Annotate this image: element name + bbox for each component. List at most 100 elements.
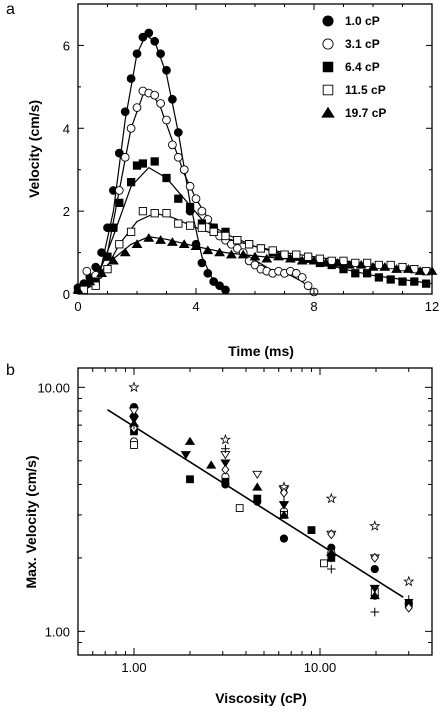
data-point xyxy=(315,254,325,263)
data-point xyxy=(173,128,183,137)
data-point xyxy=(115,240,124,249)
data-point xyxy=(114,186,124,195)
data-point xyxy=(351,258,360,268)
data-point xyxy=(206,460,217,469)
panel-b-data-points xyxy=(128,381,415,617)
data-point xyxy=(303,252,313,261)
y-tick-label: 1.00 xyxy=(45,624,70,639)
legend-marker xyxy=(322,38,334,50)
data-point xyxy=(130,441,138,449)
data-point xyxy=(398,277,407,286)
data-point xyxy=(109,223,118,232)
data-point xyxy=(119,247,131,257)
data-point xyxy=(96,268,108,277)
data-point xyxy=(209,277,219,286)
legend-marker xyxy=(322,15,334,27)
data-point xyxy=(339,256,348,265)
data-point xyxy=(252,470,263,480)
legend-marker xyxy=(321,106,335,118)
data-point xyxy=(174,219,183,228)
data-point xyxy=(268,246,277,255)
data-point xyxy=(126,74,136,83)
data-point xyxy=(162,209,171,218)
data-point xyxy=(126,123,136,133)
y-tick-label: 4 xyxy=(63,121,70,136)
data-point xyxy=(351,269,360,278)
data-point xyxy=(221,477,230,486)
x-tick-label: 1.00 xyxy=(121,660,146,675)
y-tick-label: 10.00 xyxy=(37,380,70,395)
data-point xyxy=(369,520,381,531)
panel-a-y-axis-title: Velocity (cm/s) xyxy=(26,100,42,198)
data-point xyxy=(115,198,124,207)
data-point xyxy=(296,255,308,265)
legend-label: 6.4 cP xyxy=(345,60,380,74)
data-point xyxy=(186,475,194,484)
data-point xyxy=(185,202,195,212)
data-point xyxy=(379,262,391,271)
data-point xyxy=(143,233,155,242)
data-point xyxy=(326,564,336,574)
data-point xyxy=(84,276,96,286)
data-point xyxy=(221,444,230,454)
data-point xyxy=(355,260,367,269)
panel-a-legend: 1.0 cP 3.1 cP 6.4 cP 11.5 cP 19.7 cP xyxy=(321,14,386,120)
data-point xyxy=(120,152,130,162)
legend-marker xyxy=(322,84,334,96)
data-point xyxy=(180,451,191,460)
data-point xyxy=(410,277,419,286)
data-point xyxy=(386,260,395,270)
data-point xyxy=(114,148,124,158)
legend-entry: 1.0 cP xyxy=(322,14,380,28)
data-point xyxy=(174,194,183,203)
data-point xyxy=(128,381,140,393)
data-point xyxy=(138,207,148,216)
data-point xyxy=(103,252,112,261)
panel-b-y-axis-title: Max. Velocity (cm/s) xyxy=(23,455,39,588)
data-point xyxy=(279,497,289,506)
x-tick-label: 12 xyxy=(425,299,439,314)
data-point xyxy=(107,255,119,265)
data-point xyxy=(278,510,290,519)
data-point xyxy=(370,607,380,617)
legend-label: 11.5 cP xyxy=(345,83,386,97)
data-point xyxy=(280,250,289,259)
data-point xyxy=(179,165,189,175)
data-point xyxy=(273,251,285,261)
panel-b-x-axis-title: Viscosity (cP) xyxy=(215,690,307,706)
panel-a-axes: 0 4 8 12 0 2 4 6 xyxy=(63,3,439,314)
data-point xyxy=(308,255,320,265)
legend-entry: 19.7 cP xyxy=(321,106,386,120)
data-point xyxy=(292,250,301,259)
data-point xyxy=(220,459,231,468)
data-point xyxy=(404,595,414,604)
data-point xyxy=(184,436,196,445)
data-point xyxy=(279,487,288,498)
data-point xyxy=(191,194,201,204)
data-point xyxy=(166,237,178,246)
data-point xyxy=(284,253,296,263)
data-point xyxy=(307,526,316,534)
data-point xyxy=(261,253,273,263)
data-point xyxy=(339,265,348,274)
data-point xyxy=(237,249,249,259)
data-point xyxy=(303,281,313,291)
legend-marker xyxy=(322,61,334,73)
data-point xyxy=(215,281,224,291)
data-point xyxy=(138,32,148,42)
data-point xyxy=(150,90,160,100)
data-point xyxy=(253,494,262,503)
data-point xyxy=(320,257,332,267)
data-point xyxy=(233,236,242,245)
legend-entry: 11.5 cP xyxy=(322,83,386,97)
data-point xyxy=(209,227,218,236)
data-point xyxy=(369,590,380,600)
legend-entry: 3.1 cP xyxy=(322,37,380,51)
data-point xyxy=(297,273,307,282)
data-point xyxy=(178,239,190,248)
data-point xyxy=(197,206,207,216)
data-point xyxy=(162,115,171,125)
data-point xyxy=(221,231,230,241)
panel-a-label: a xyxy=(6,1,15,18)
data-point xyxy=(327,256,336,265)
